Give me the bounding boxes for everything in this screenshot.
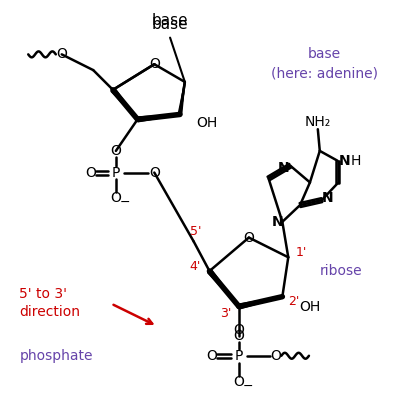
Text: P: P — [112, 166, 120, 180]
Text: 5' to 3'
direction: 5' to 3' direction — [20, 287, 80, 319]
Text: O: O — [149, 166, 160, 180]
Text: ribose: ribose — [320, 264, 363, 278]
Text: O: O — [85, 166, 96, 180]
Text: O: O — [206, 349, 217, 363]
Text: N: N — [271, 215, 283, 229]
Text: N: N — [277, 161, 289, 175]
Text: 5': 5' — [190, 225, 201, 238]
Text: 1': 1' — [295, 246, 307, 259]
Text: 2': 2' — [289, 295, 300, 308]
Text: 4': 4' — [189, 260, 200, 273]
Text: phosphate: phosphate — [20, 349, 93, 363]
Polygon shape — [208, 270, 239, 306]
Text: O: O — [234, 375, 244, 389]
Polygon shape — [137, 115, 180, 122]
Polygon shape — [238, 297, 282, 309]
Polygon shape — [111, 88, 138, 120]
Text: O: O — [244, 231, 254, 245]
Text: base: base — [152, 13, 188, 28]
Text: O: O — [56, 47, 67, 61]
Text: O: O — [270, 349, 281, 363]
Text: 3': 3' — [220, 307, 232, 320]
Text: −: − — [243, 380, 253, 393]
Text: base
(here: adenine): base (here: adenine) — [271, 48, 378, 81]
Polygon shape — [178, 82, 185, 115]
Text: base: base — [152, 17, 188, 32]
Text: O: O — [234, 323, 244, 337]
Text: N: N — [322, 191, 334, 205]
Text: O: O — [111, 144, 121, 158]
Text: −: − — [119, 196, 130, 209]
Text: O: O — [111, 191, 121, 205]
Text: P: P — [235, 349, 243, 363]
Text: N: N — [339, 154, 350, 168]
Text: O: O — [149, 57, 160, 71]
Text: OH: OH — [196, 116, 217, 130]
Text: H: H — [351, 154, 361, 168]
Text: O: O — [234, 329, 244, 343]
Text: OH: OH — [299, 300, 320, 314]
Text: NH₂: NH₂ — [305, 115, 331, 129]
